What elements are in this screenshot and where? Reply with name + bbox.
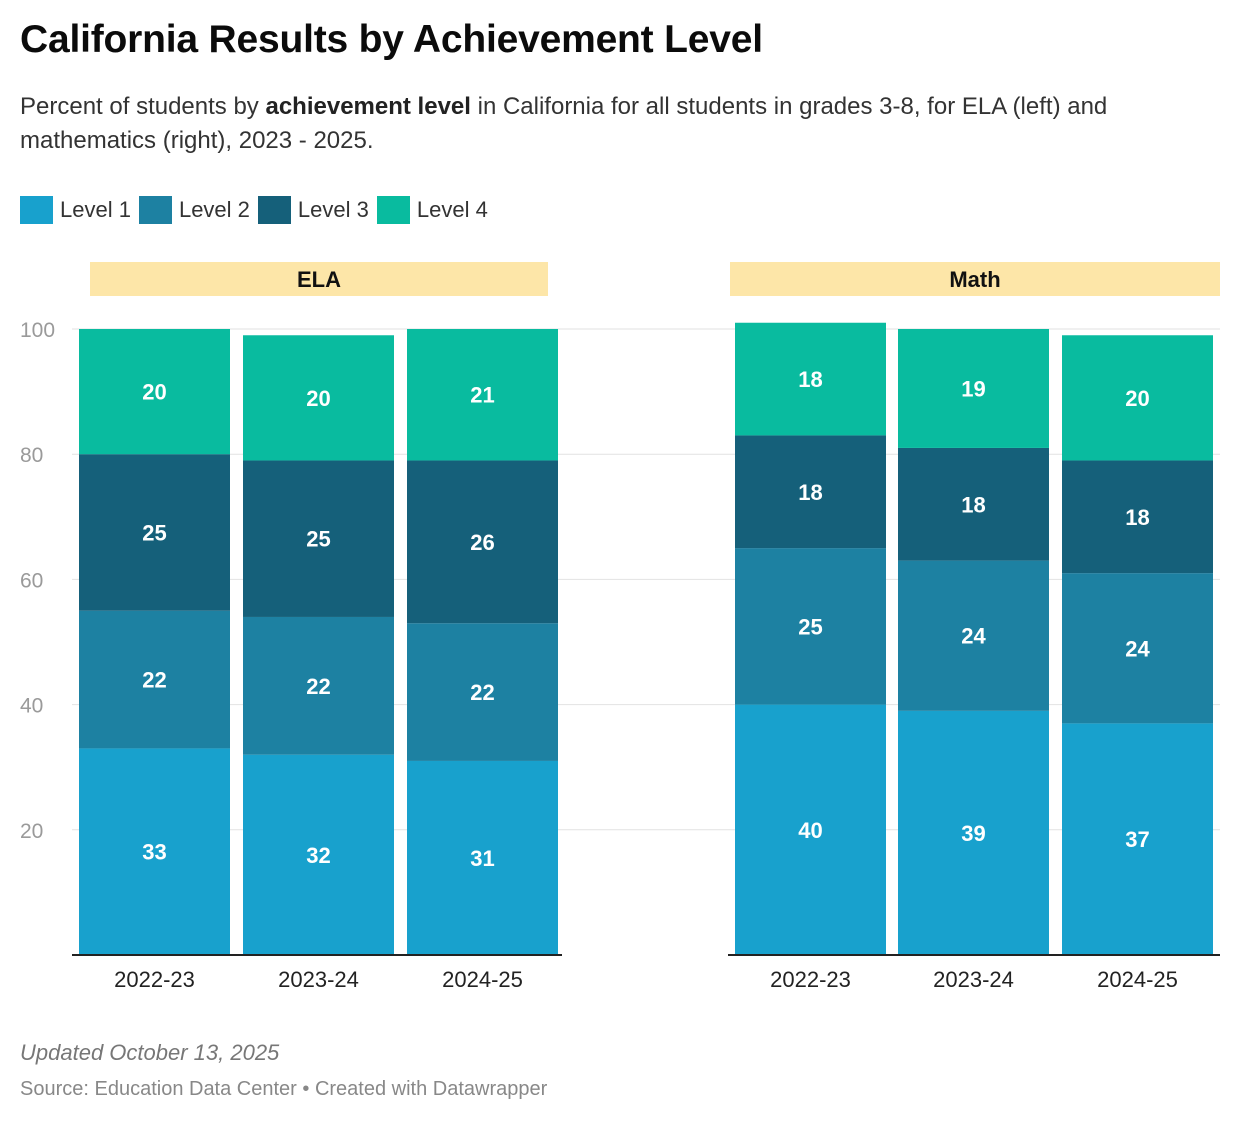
chart-title: California Results by Achievement Level	[20, 18, 763, 61]
legend-label-level-1: Level 1	[60, 197, 131, 222]
bar-segment-math-2022-23-level-1	[735, 704, 886, 955]
panel-title-ela: ELA	[297, 267, 341, 292]
data-label-ela-2023-24-level-4: 20	[306, 386, 330, 411]
legend-item-level-2: Level 2	[138, 196, 250, 224]
legend-swatch-level-3	[257, 196, 291, 224]
data-label-math-2022-23-level-4: 18	[798, 367, 822, 392]
data-label-ela-2024-25-level-2: 22	[470, 680, 494, 705]
x-tick-label-ela-2023-24: 2023-24	[278, 967, 359, 992]
data-label-ela-2024-25-level-3: 26	[470, 530, 494, 555]
updated-note: Updated October 13, 2025	[20, 1040, 280, 1065]
subtitle-text-bold: achievement level	[265, 93, 471, 120]
x-tick-label-ela-2024-25: 2024-25	[442, 967, 523, 992]
chart-legend: Level 1 Level 2 Level 3 Level 4	[20, 196, 496, 224]
data-label-math-2024-25-level-1: 37	[1125, 827, 1149, 852]
legend-swatch-level-4	[376, 196, 410, 224]
legend-label-level-2: Level 2	[178, 197, 250, 222]
data-label-math-2024-25-level-3: 18	[1125, 505, 1149, 530]
bar-segment-math-2024-25-level-3	[1062, 460, 1213, 574]
x-tick-label-ela-2022-23: 2022-23	[114, 967, 195, 992]
data-label-ela-2022-23-level-1: 33	[142, 840, 166, 865]
panel-header-ela	[90, 262, 548, 296]
source-note: Source: Education Data Center • Created …	[20, 1078, 548, 1100]
x-tick-label-math-2024-25: 2024-25	[1097, 967, 1178, 992]
bar-segment-ela-2024-25-level-1	[407, 760, 558, 955]
bar-segment-math-2024-25-level-2	[1062, 573, 1213, 724]
data-label-math-2023-24-level-2: 24	[961, 624, 986, 649]
data-label-math-2023-24-level-3: 18	[961, 492, 985, 517]
bar-segment-ela-2023-24-level-2	[243, 616, 394, 755]
data-label-ela-2024-25-level-4: 21	[470, 383, 494, 408]
y-tick-label-100: 100	[20, 319, 55, 342]
stacked-bar-chart: 20406080100ELA332225202022-2332222520202…	[20, 262, 1220, 992]
bar-segment-ela-2022-23-level-1	[79, 748, 230, 955]
y-tick-label-80: 80	[20, 444, 43, 467]
subtitle-text-end: in California for all students in grades…	[20, 93, 1108, 154]
data-label-ela-2022-23-level-4: 20	[142, 380, 166, 405]
legend-label-level-3: Level 3	[297, 197, 369, 222]
bar-segment-ela-2022-23-level-2	[79, 610, 230, 749]
bar-segment-math-2023-24-level-2	[898, 560, 1049, 711]
data-label-math-2022-23-level-2: 25	[798, 614, 822, 639]
panel-header-math	[730, 262, 1220, 296]
legend-swatch-level-2	[138, 196, 172, 224]
data-label-ela-2022-23-level-3: 25	[142, 520, 166, 545]
x-tick-label-math-2022-23: 2022-23	[770, 967, 851, 992]
bar-segment-math-2023-24-level-1	[898, 710, 1049, 955]
bar-segment-ela-2023-24-level-4	[243, 335, 394, 461]
bar-segment-ela-2022-23-level-3	[79, 454, 230, 611]
y-tick-label-20: 20	[20, 820, 43, 843]
panel-title-math: Math	[949, 267, 1000, 292]
legend-item-level-3: Level 3	[257, 196, 369, 224]
data-label-ela-2024-25-level-1: 31	[470, 846, 494, 871]
legend-item-level-4: Level 4	[376, 196, 488, 224]
data-label-math-2023-24-level-1: 39	[961, 821, 985, 846]
subtitle-text-start: Percent of students by	[20, 93, 266, 120]
legend-label-level-4: Level 4	[416, 197, 488, 222]
bar-segment-math-2022-23-level-2	[735, 548, 886, 705]
data-label-math-2024-25-level-2: 24	[1125, 636, 1150, 661]
chart-subtitle: Percent of students by achievement level…	[20, 90, 1180, 158]
bar-segment-math-2023-24-level-4	[898, 329, 1049, 448]
data-label-ela-2022-23-level-2: 22	[142, 668, 166, 693]
bar-segment-ela-2024-25-level-4	[407, 329, 558, 461]
x-tick-label-math-2023-24: 2023-24	[933, 967, 1014, 992]
bar-segment-math-2024-25-level-1	[1062, 723, 1213, 955]
bar-segment-ela-2023-24-level-3	[243, 460, 394, 617]
data-label-ela-2023-24-level-3: 25	[306, 527, 330, 552]
bar-segment-ela-2022-23-level-4	[79, 329, 230, 455]
data-label-math-2023-24-level-4: 19	[961, 376, 985, 401]
bar-segment-ela-2024-25-level-3	[407, 460, 558, 624]
bar-segment-math-2022-23-level-4	[735, 322, 886, 436]
bar-segment-math-2022-23-level-3	[735, 435, 886, 549]
data-label-math-2022-23-level-3: 18	[798, 480, 822, 505]
data-label-ela-2023-24-level-1: 32	[306, 843, 330, 868]
bar-segment-math-2023-24-level-3	[898, 447, 1049, 561]
data-label-ela-2023-24-level-2: 22	[306, 674, 330, 699]
data-label-math-2024-25-level-4: 20	[1125, 386, 1149, 411]
bar-segment-ela-2024-25-level-2	[407, 623, 558, 761]
bar-segment-math-2024-25-level-4	[1062, 335, 1213, 461]
legend-item-level-1: Level 1	[20, 196, 131, 224]
legend-swatch-level-1	[20, 196, 53, 224]
bar-segment-ela-2023-24-level-1	[243, 754, 394, 955]
y-tick-label-60: 60	[20, 569, 43, 592]
data-label-math-2022-23-level-1: 40	[798, 818, 822, 843]
y-tick-label-40: 40	[20, 695, 43, 718]
